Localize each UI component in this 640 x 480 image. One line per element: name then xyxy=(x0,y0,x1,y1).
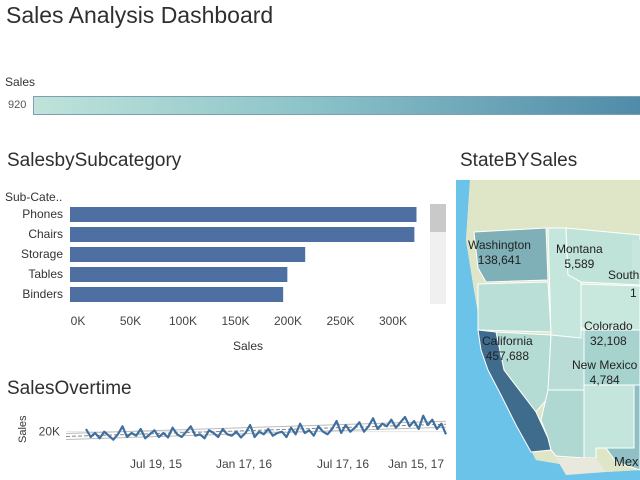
color-legend-gradient[interactable] xyxy=(33,96,640,115)
bar-mark[interactable] xyxy=(70,287,284,302)
y-tick-label: 20K xyxy=(39,425,60,439)
state-east-edge xyxy=(632,240,640,280)
bar-category-label: Storage xyxy=(21,247,63,261)
state-texas xyxy=(605,384,640,471)
bar-category-label: Tables xyxy=(28,267,63,281)
bar-chart-title: SalesbySubcategory xyxy=(7,150,182,171)
map-label-mexico: Mex xyxy=(614,454,639,469)
state-colorado xyxy=(583,329,640,386)
mexico-land xyxy=(556,458,606,475)
bar-category-label: Phones xyxy=(22,207,63,221)
bar-row-header: Sub-Cate.. xyxy=(5,190,62,204)
ocean-area xyxy=(456,180,640,480)
x-tick-label: Jan 17, 16 xyxy=(216,457,272,471)
bar-chart-scrollbar-thumb[interactable] xyxy=(430,204,446,232)
sales-by-subcategory-chart[interactable]: Sub-Cate.. Phones Chairs Storage Tables Binde… xyxy=(0,185,450,360)
x-tick-label: 100K xyxy=(169,314,197,328)
map-label-montana: Montana 5,589 xyxy=(556,242,603,271)
state-montana xyxy=(565,227,640,286)
x-tick-label: 250K xyxy=(326,314,354,328)
x-tick-label: 300K xyxy=(379,314,407,328)
x-axis-label: Sales xyxy=(233,339,263,353)
map-label-south: South xyxy=(608,268,640,282)
map-label-washington: Washington 138,641 xyxy=(468,238,531,267)
state-new-mexico xyxy=(583,384,635,459)
trend-band-lower xyxy=(65,426,447,440)
color-legend-label: Sales xyxy=(5,75,36,89)
line-chart-title: SalesOvertime xyxy=(7,378,132,399)
state-sales-map[interactable]: Washington 138,641 Montana 5,589 South 1 C… xyxy=(456,180,640,480)
sales-series-line[interactable] xyxy=(85,414,448,441)
x-tick-label: Jan 15, 17 xyxy=(388,457,444,471)
bar-category-label: Binders xyxy=(22,287,63,301)
x-tick-label: Jul 19, 15 xyxy=(130,457,182,471)
x-tick-label: Jul 17, 16 xyxy=(317,457,369,471)
x-tick-label: 50K xyxy=(120,314,141,328)
bar-mark[interactable] xyxy=(70,227,415,242)
state-wyoming xyxy=(580,283,640,331)
state-washington xyxy=(473,227,549,283)
map-label-new-mexico: New Mexico 4,784 xyxy=(572,358,638,387)
map-label-california: California 457,688 xyxy=(482,334,533,363)
map-title: StateBYSales xyxy=(460,150,578,171)
sales-over-time-chart[interactable]: Sales 20K Jul 19, 15 Jan 17, 16 Jul 17, 16 Ja… xyxy=(0,405,452,480)
bar-mark[interactable] xyxy=(70,247,306,262)
bar-category-label: Chairs xyxy=(28,227,63,241)
state-california xyxy=(477,329,552,453)
y-axis-label: Sales xyxy=(17,415,29,443)
x-tick-label: 200K xyxy=(274,314,302,328)
state-oregon xyxy=(477,281,552,333)
bar-mark[interactable] xyxy=(70,267,288,282)
bar-mark[interactable] xyxy=(70,207,417,222)
map-label-colorado: Colorado 32,108 xyxy=(584,319,633,348)
dashboard-title: Sales Analysis Dashboard xyxy=(6,2,274,28)
x-tick-label: 0K xyxy=(71,314,86,328)
color-legend-min-value: 920 xyxy=(8,99,27,111)
x-tick-label: 150K xyxy=(221,314,249,328)
map-label-partial: 1 xyxy=(630,286,637,300)
